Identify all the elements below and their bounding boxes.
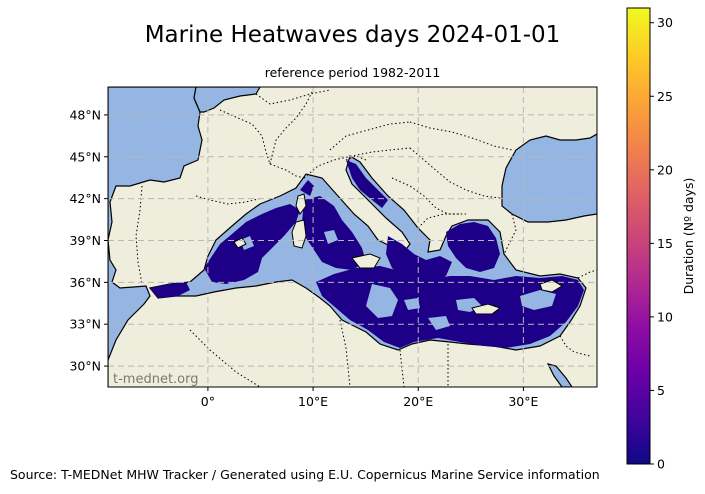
latitude-axis: 48°N 45°N 42°N 39°N 36°N 33°N 30°N xyxy=(69,107,108,374)
lon-tick-label: 30°E xyxy=(508,394,538,409)
lat-tick-label: 30°N xyxy=(69,359,101,374)
black-sea xyxy=(501,133,597,223)
colorbar-tick-label: 5 xyxy=(657,383,665,398)
red-sea xyxy=(546,363,573,387)
lat-tick-label: 48°N xyxy=(69,107,101,122)
colorbar-ticks: 0 5 10 15 20 25 30 xyxy=(650,15,673,472)
cyprus xyxy=(539,279,563,293)
colorbar-tick-label: 10 xyxy=(657,309,673,324)
national-borders xyxy=(135,89,597,387)
sardinia xyxy=(291,219,307,249)
source-credit: Source: T-MEDNet MHW Tracker / Generated… xyxy=(10,467,600,482)
map-title: Marine Heatwaves days 2024-01-01 xyxy=(144,22,561,48)
colorbar: 0 5 10 15 20 25 30 Duration (Nº days) xyxy=(626,7,696,472)
map-subtitle: reference period 1982-2011 xyxy=(264,65,441,80)
lat-tick-label: 33°N xyxy=(69,317,101,332)
lon-tick-label: 0° xyxy=(201,394,215,409)
lat-tick-label: 39°N xyxy=(69,233,101,248)
map-frame xyxy=(107,86,598,388)
colorbar-tick-label: 20 xyxy=(657,162,673,177)
colorbar-tick-label: 15 xyxy=(657,236,673,251)
graticule xyxy=(108,87,597,387)
islands xyxy=(233,193,563,315)
lon-tick-label: 10°E xyxy=(298,394,328,409)
sicily xyxy=(351,253,381,269)
lat-tick-label: 36°N xyxy=(69,275,101,290)
longitude-axis: 0° 10°E 20°E 30°E xyxy=(201,387,539,409)
colorbar-label: Duration (Nº days) xyxy=(681,178,696,295)
map-area xyxy=(108,87,597,387)
lat-tick-label: 42°N xyxy=(69,191,101,206)
north-sea xyxy=(193,87,261,113)
colorbar-tick-label: 25 xyxy=(657,89,673,104)
lat-tick-label: 45°N xyxy=(69,149,101,164)
colorbar-tick-label: 30 xyxy=(657,15,673,30)
watermark: t-mednet.org xyxy=(113,372,199,387)
non-heatwave-holes xyxy=(240,230,556,330)
colorbar-gradient xyxy=(626,7,651,465)
crete xyxy=(471,303,502,315)
atlantic-ocean xyxy=(108,87,203,387)
colorbar-tick-label: 0 xyxy=(657,457,665,472)
lon-tick-label: 20°E xyxy=(403,394,433,409)
